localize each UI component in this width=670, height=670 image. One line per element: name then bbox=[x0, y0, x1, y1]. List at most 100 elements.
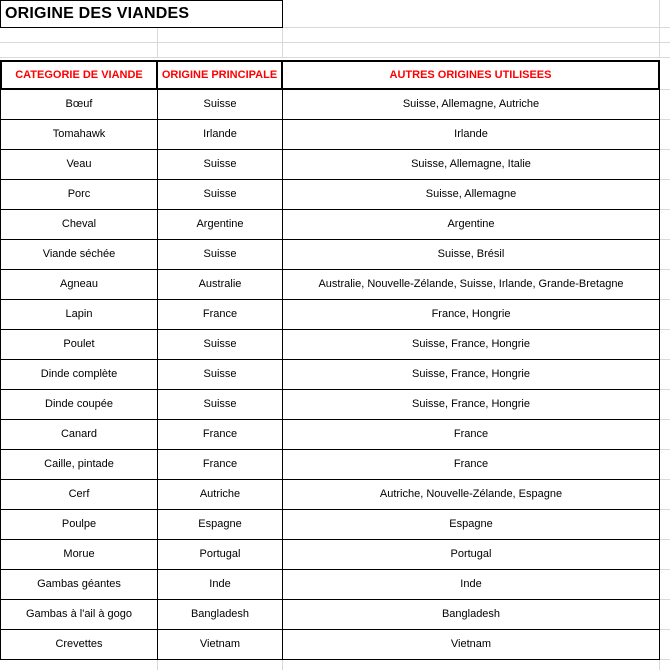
grid-strip bbox=[660, 480, 670, 510]
grid-strip bbox=[660, 600, 670, 630]
column-header-categorie[interactable]: CATEGORIE DE VIANDE bbox=[0, 60, 158, 90]
table-row: Bœuf Suisse Suisse, Allemagne, Autriche bbox=[0, 90, 670, 120]
table-row: Poulpe Espagne Espagne bbox=[0, 510, 670, 540]
cell-autres-origines[interactable]: Suisse, France, Hongrie bbox=[283, 390, 660, 420]
grid-strip bbox=[660, 60, 670, 90]
table-row: Porc Suisse Suisse, Allemagne bbox=[0, 180, 670, 210]
table-row: Morue Portugal Portugal bbox=[0, 540, 670, 570]
cell-origine-principale[interactable]: Suisse bbox=[158, 150, 283, 180]
cell-origine-principale[interactable]: Vietnam bbox=[158, 630, 283, 660]
cell-origine-principale[interactable]: Irlande bbox=[158, 120, 283, 150]
cell-autres-origines[interactable]: Suisse, France, Hongrie bbox=[283, 360, 660, 390]
cell-origine-principale[interactable]: Australie bbox=[158, 270, 283, 300]
page-title[interactable]: ORIGINE DES VIANDES bbox=[0, 0, 283, 28]
cell-categorie[interactable]: Porc bbox=[0, 180, 158, 210]
cell-autres-origines[interactable]: Suisse, France, Hongrie bbox=[283, 330, 660, 360]
cell-categorie[interactable]: Caille, pintade bbox=[0, 450, 158, 480]
empty-cell bbox=[283, 660, 660, 670]
cell-origine-principale[interactable]: Suisse bbox=[158, 90, 283, 120]
grid-strip bbox=[660, 270, 670, 300]
cell-categorie[interactable]: Tomahawk bbox=[0, 120, 158, 150]
cell-autres-origines[interactable]: Autriche, Nouvelle-Zélande, Espagne bbox=[283, 480, 660, 510]
cell-categorie[interactable]: Agneau bbox=[0, 270, 158, 300]
cell-autres-origines[interactable]: France bbox=[283, 450, 660, 480]
grid-strip bbox=[660, 0, 670, 28]
table-row: Veau Suisse Suisse, Allemagne, Italie bbox=[0, 150, 670, 180]
cell-categorie[interactable]: Dinde complète bbox=[0, 360, 158, 390]
grid-strip bbox=[660, 510, 670, 540]
table-row: Gambas à l'ail à gogo Bangladesh Banglad… bbox=[0, 600, 670, 630]
cell-autres-origines[interactable]: Suisse, Allemagne bbox=[283, 180, 660, 210]
cell-autres-origines[interactable]: Australie, Nouvelle-Zélande, Suisse, Irl… bbox=[283, 270, 660, 300]
grid-strip bbox=[660, 450, 670, 480]
cell-origine-principale[interactable]: Espagne bbox=[158, 510, 283, 540]
cell-categorie[interactable]: Bœuf bbox=[0, 90, 158, 120]
cell-categorie[interactable]: Morue bbox=[0, 540, 158, 570]
cell-autres-origines[interactable]: Suisse, Allemagne, Autriche bbox=[283, 90, 660, 120]
cell-autres-origines[interactable]: Espagne bbox=[283, 510, 660, 540]
title-row: ORIGINE DES VIANDES bbox=[0, 0, 670, 28]
table-row: Caille, pintade France France bbox=[0, 450, 670, 480]
cell-autres-origines[interactable]: Suisse, Allemagne, Italie bbox=[283, 150, 660, 180]
cell-categorie[interactable]: Cerf bbox=[0, 480, 158, 510]
table-body: Bœuf Suisse Suisse, Allemagne, Autriche … bbox=[0, 90, 670, 660]
cell-categorie[interactable]: Canard bbox=[0, 420, 158, 450]
cell-categorie[interactable]: Crevettes bbox=[0, 630, 158, 660]
cell-categorie[interactable]: Lapin bbox=[0, 300, 158, 330]
cell-origine-principale[interactable]: Autriche bbox=[158, 480, 283, 510]
cell-categorie[interactable]: Poulet bbox=[0, 330, 158, 360]
cell-autres-origines[interactable]: Irlande bbox=[283, 120, 660, 150]
partial-row bbox=[0, 660, 670, 670]
empty-cell bbox=[158, 28, 283, 43]
cell-origine-principale[interactable]: Suisse bbox=[158, 330, 283, 360]
cell-autres-origines[interactable]: Inde bbox=[283, 570, 660, 600]
grid-strip bbox=[660, 300, 670, 330]
cell-origine-principale[interactable]: Argentine bbox=[158, 210, 283, 240]
cell-origine-principale[interactable]: France bbox=[158, 420, 283, 450]
cell-categorie[interactable]: Cheval bbox=[0, 210, 158, 240]
cell-categorie[interactable]: Dinde coupée bbox=[0, 390, 158, 420]
cell-autres-origines[interactable]: Argentine bbox=[283, 210, 660, 240]
grid-strip bbox=[660, 150, 670, 180]
table-row: Agneau Australie Australie, Nouvelle-Zél… bbox=[0, 270, 670, 300]
column-header-autres-origines[interactable]: AUTRES ORIGINES UTILISEES bbox=[283, 60, 660, 90]
empty-cell bbox=[283, 28, 660, 43]
grid-strip bbox=[660, 540, 670, 570]
cell-categorie[interactable]: Poulpe bbox=[0, 510, 158, 540]
cell-autres-origines[interactable]: France bbox=[283, 420, 660, 450]
cell-origine-principale[interactable]: Suisse bbox=[158, 240, 283, 270]
cell-origine-principale[interactable]: Inde bbox=[158, 570, 283, 600]
grid-strip bbox=[660, 570, 670, 600]
cell-origine-principale[interactable]: France bbox=[158, 450, 283, 480]
grid-strip bbox=[660, 120, 670, 150]
cell-categorie[interactable]: Gambas géantes bbox=[0, 570, 158, 600]
cell-autres-origines[interactable]: Suisse, Brésil bbox=[283, 240, 660, 270]
table-row: Tomahawk Irlande Irlande bbox=[0, 120, 670, 150]
cell-autres-origines[interactable]: Vietnam bbox=[283, 630, 660, 660]
grid-strip bbox=[660, 43, 670, 58]
cell-autres-origines[interactable]: Portugal bbox=[283, 540, 660, 570]
cell-autres-origines[interactable]: France, Hongrie bbox=[283, 300, 660, 330]
cell-categorie[interactable]: Gambas à l'ail à gogo bbox=[0, 600, 158, 630]
grid-strip bbox=[660, 330, 670, 360]
cell-categorie[interactable]: Viande séchée bbox=[0, 240, 158, 270]
cell-origine-principale[interactable]: Suisse bbox=[158, 180, 283, 210]
empty-cell bbox=[158, 660, 283, 670]
cell-categorie[interactable]: Veau bbox=[0, 150, 158, 180]
column-header-origine-principale[interactable]: ORIGINE PRINCIPALE bbox=[158, 60, 283, 90]
cell-origine-principale[interactable]: France bbox=[158, 300, 283, 330]
cell-origine-principale[interactable]: Suisse bbox=[158, 390, 283, 420]
cell-origine-principale[interactable]: Portugal bbox=[158, 540, 283, 570]
table-row: Gambas géantes Inde Inde bbox=[0, 570, 670, 600]
grid-strip bbox=[660, 420, 670, 450]
table-row: Lapin France France, Hongrie bbox=[0, 300, 670, 330]
cell-origine-principale[interactable]: Suisse bbox=[158, 360, 283, 390]
cell-origine-principale[interactable]: Bangladesh bbox=[158, 600, 283, 630]
table-row: Dinde complète Suisse Suisse, France, Ho… bbox=[0, 360, 670, 390]
grid-strip bbox=[660, 180, 670, 210]
empty-cell bbox=[0, 660, 158, 670]
table-row: Cheval Argentine Argentine bbox=[0, 210, 670, 240]
empty-row bbox=[0, 43, 670, 58]
cell-autres-origines[interactable]: Bangladesh bbox=[283, 600, 660, 630]
